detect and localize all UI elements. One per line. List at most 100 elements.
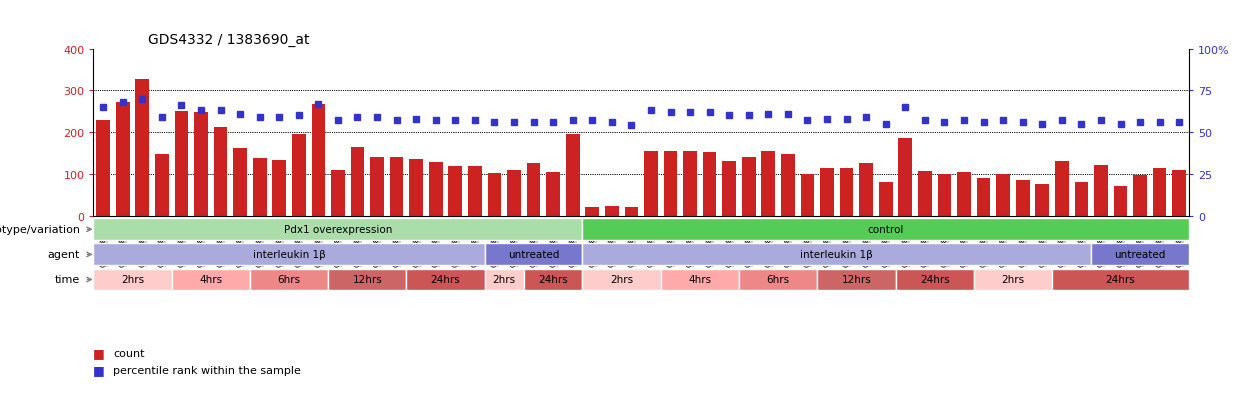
Text: 24hrs: 24hrs [920,275,950,285]
Bar [702,152,716,216]
Bar [1052,269,1189,291]
Bar [93,219,583,241]
Bar [976,178,991,216]
Text: 2hrs: 2hrs [493,275,515,285]
Bar [1094,166,1108,216]
Bar [742,158,756,216]
Bar [605,207,619,216]
Bar [781,154,794,216]
Bar [879,183,893,216]
Text: ■: ■ [93,363,105,376]
Text: 24hrs: 24hrs [1106,275,1135,285]
Bar [1153,168,1167,216]
Bar [370,158,383,216]
Bar [406,269,484,291]
Bar [484,269,524,291]
Bar [684,152,697,216]
Text: Pdx1 overexpression: Pdx1 overexpression [284,225,392,235]
Bar [817,269,895,291]
Bar [390,158,403,216]
Bar [1016,180,1030,216]
Bar [311,105,325,216]
Bar [664,152,677,216]
Bar [957,172,971,216]
Bar [859,164,873,216]
Bar [468,167,482,216]
Bar [527,164,540,216]
Bar [1055,162,1068,216]
Bar [565,135,579,216]
Bar [801,174,814,216]
Bar [762,152,776,216]
Text: ■: ■ [93,347,105,360]
Bar [583,244,1091,266]
Bar [214,128,228,216]
Bar [820,168,834,216]
Bar [172,269,250,291]
Text: 24hrs: 24hrs [538,275,568,285]
Bar [895,269,974,291]
Text: agent: agent [47,250,80,260]
Text: 4hrs: 4hrs [199,275,223,285]
Text: untreated: untreated [1114,250,1165,260]
Bar [428,163,442,216]
Bar [937,174,951,216]
Bar [351,147,365,216]
Bar [233,149,247,216]
Bar [93,269,172,291]
Bar [488,173,502,216]
Bar [291,135,306,216]
Text: percentile rank within the sample: percentile rank within the sample [113,365,301,375]
Bar [524,269,583,291]
Bar [329,269,406,291]
Text: 24hrs: 24hrs [431,275,461,285]
Bar [740,269,817,291]
Bar [585,208,599,216]
Bar [250,269,329,291]
Bar [253,158,266,216]
Text: 4hrs: 4hrs [688,275,711,285]
Bar [644,152,657,216]
Bar [273,161,286,216]
Text: 6hrs: 6hrs [278,275,300,285]
Text: 2hrs: 2hrs [121,275,144,285]
Text: 12hrs: 12hrs [352,275,382,285]
Text: 12hrs: 12hrs [842,275,871,285]
Text: interleukin 1β: interleukin 1β [253,250,325,260]
Bar [331,171,345,216]
Text: 6hrs: 6hrs [767,275,789,285]
Bar [93,244,484,266]
Bar [899,139,913,216]
Bar [974,269,1052,291]
Bar [583,219,1189,241]
Text: time: time [55,275,80,285]
Bar [154,154,169,216]
Bar [1074,183,1088,216]
Text: untreated: untreated [508,250,559,260]
Bar [1133,175,1147,216]
Bar [1036,185,1050,216]
Bar [918,171,931,216]
Bar [96,121,110,216]
Bar [194,113,208,216]
Bar [625,208,639,216]
Text: interleukin 1β: interleukin 1β [801,250,873,260]
Bar [136,80,149,216]
Bar [583,269,661,291]
Text: count: count [113,348,144,358]
Bar [839,168,854,216]
Text: GDS4332 / 1383690_at: GDS4332 / 1383690_at [148,33,310,47]
Bar [722,162,736,216]
Bar [448,167,462,216]
Bar [547,172,560,216]
Bar [661,269,740,291]
Bar [116,103,129,216]
Text: control: control [868,225,904,235]
Bar [1091,244,1189,266]
Text: 2hrs: 2hrs [1001,275,1025,285]
Bar [1113,186,1128,216]
Bar [174,112,188,216]
Text: 2hrs: 2hrs [610,275,634,285]
Text: genotype/variation: genotype/variation [0,225,80,235]
Bar [996,174,1010,216]
